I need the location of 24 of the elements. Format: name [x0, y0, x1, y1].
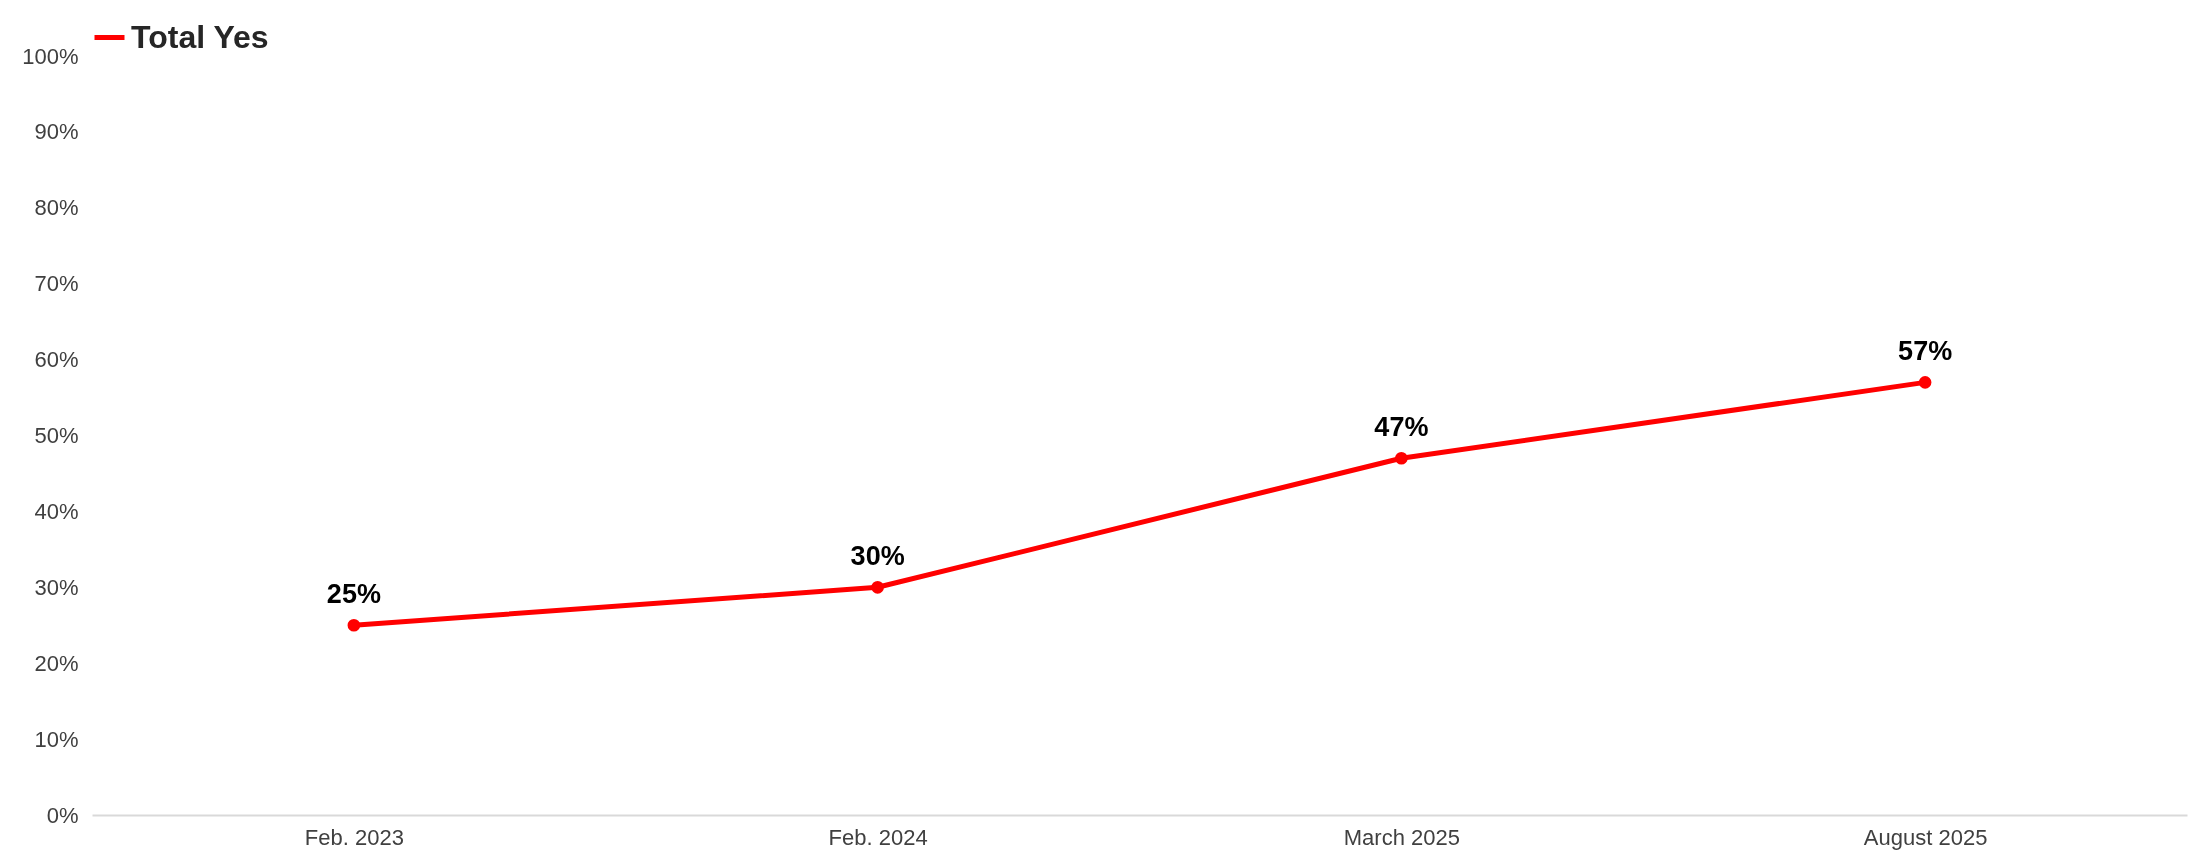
y-tick-label: 80% — [34, 195, 79, 221]
point — [871, 580, 884, 594]
y-tick-label: 0% — [46, 802, 79, 828]
y-tick-label: 20% — [34, 650, 79, 676]
data-label: 57% — [1898, 336, 1953, 367]
x-tick-label: March 2025 — [1343, 824, 1460, 850]
y-tick-label: 60% — [34, 347, 79, 373]
legend-label: Total Yes — [131, 18, 269, 55]
y-tick-label: 100% — [22, 43, 79, 69]
y-tick-label: 30% — [34, 574, 79, 600]
point — [1395, 451, 1408, 465]
y-tick-label: 90% — [34, 119, 79, 145]
y-tick-label: 50% — [34, 423, 79, 448]
y-tick-label: 40% — [34, 498, 79, 524]
x-tick-label: Feb. 2023 — [304, 824, 404, 850]
y-tick-label: 70% — [34, 271, 79, 297]
x-tick-label: Feb. 2024 — [828, 824, 928, 850]
point — [1918, 376, 1932, 389]
point — [347, 618, 361, 632]
x-tick-label: August 2025 — [1863, 824, 1988, 850]
data-label: 47% — [1374, 412, 1429, 443]
y-tick-label: 10% — [34, 726, 79, 752]
data-label: 25% — [326, 579, 381, 610]
data-label: 30% — [850, 541, 905, 572]
